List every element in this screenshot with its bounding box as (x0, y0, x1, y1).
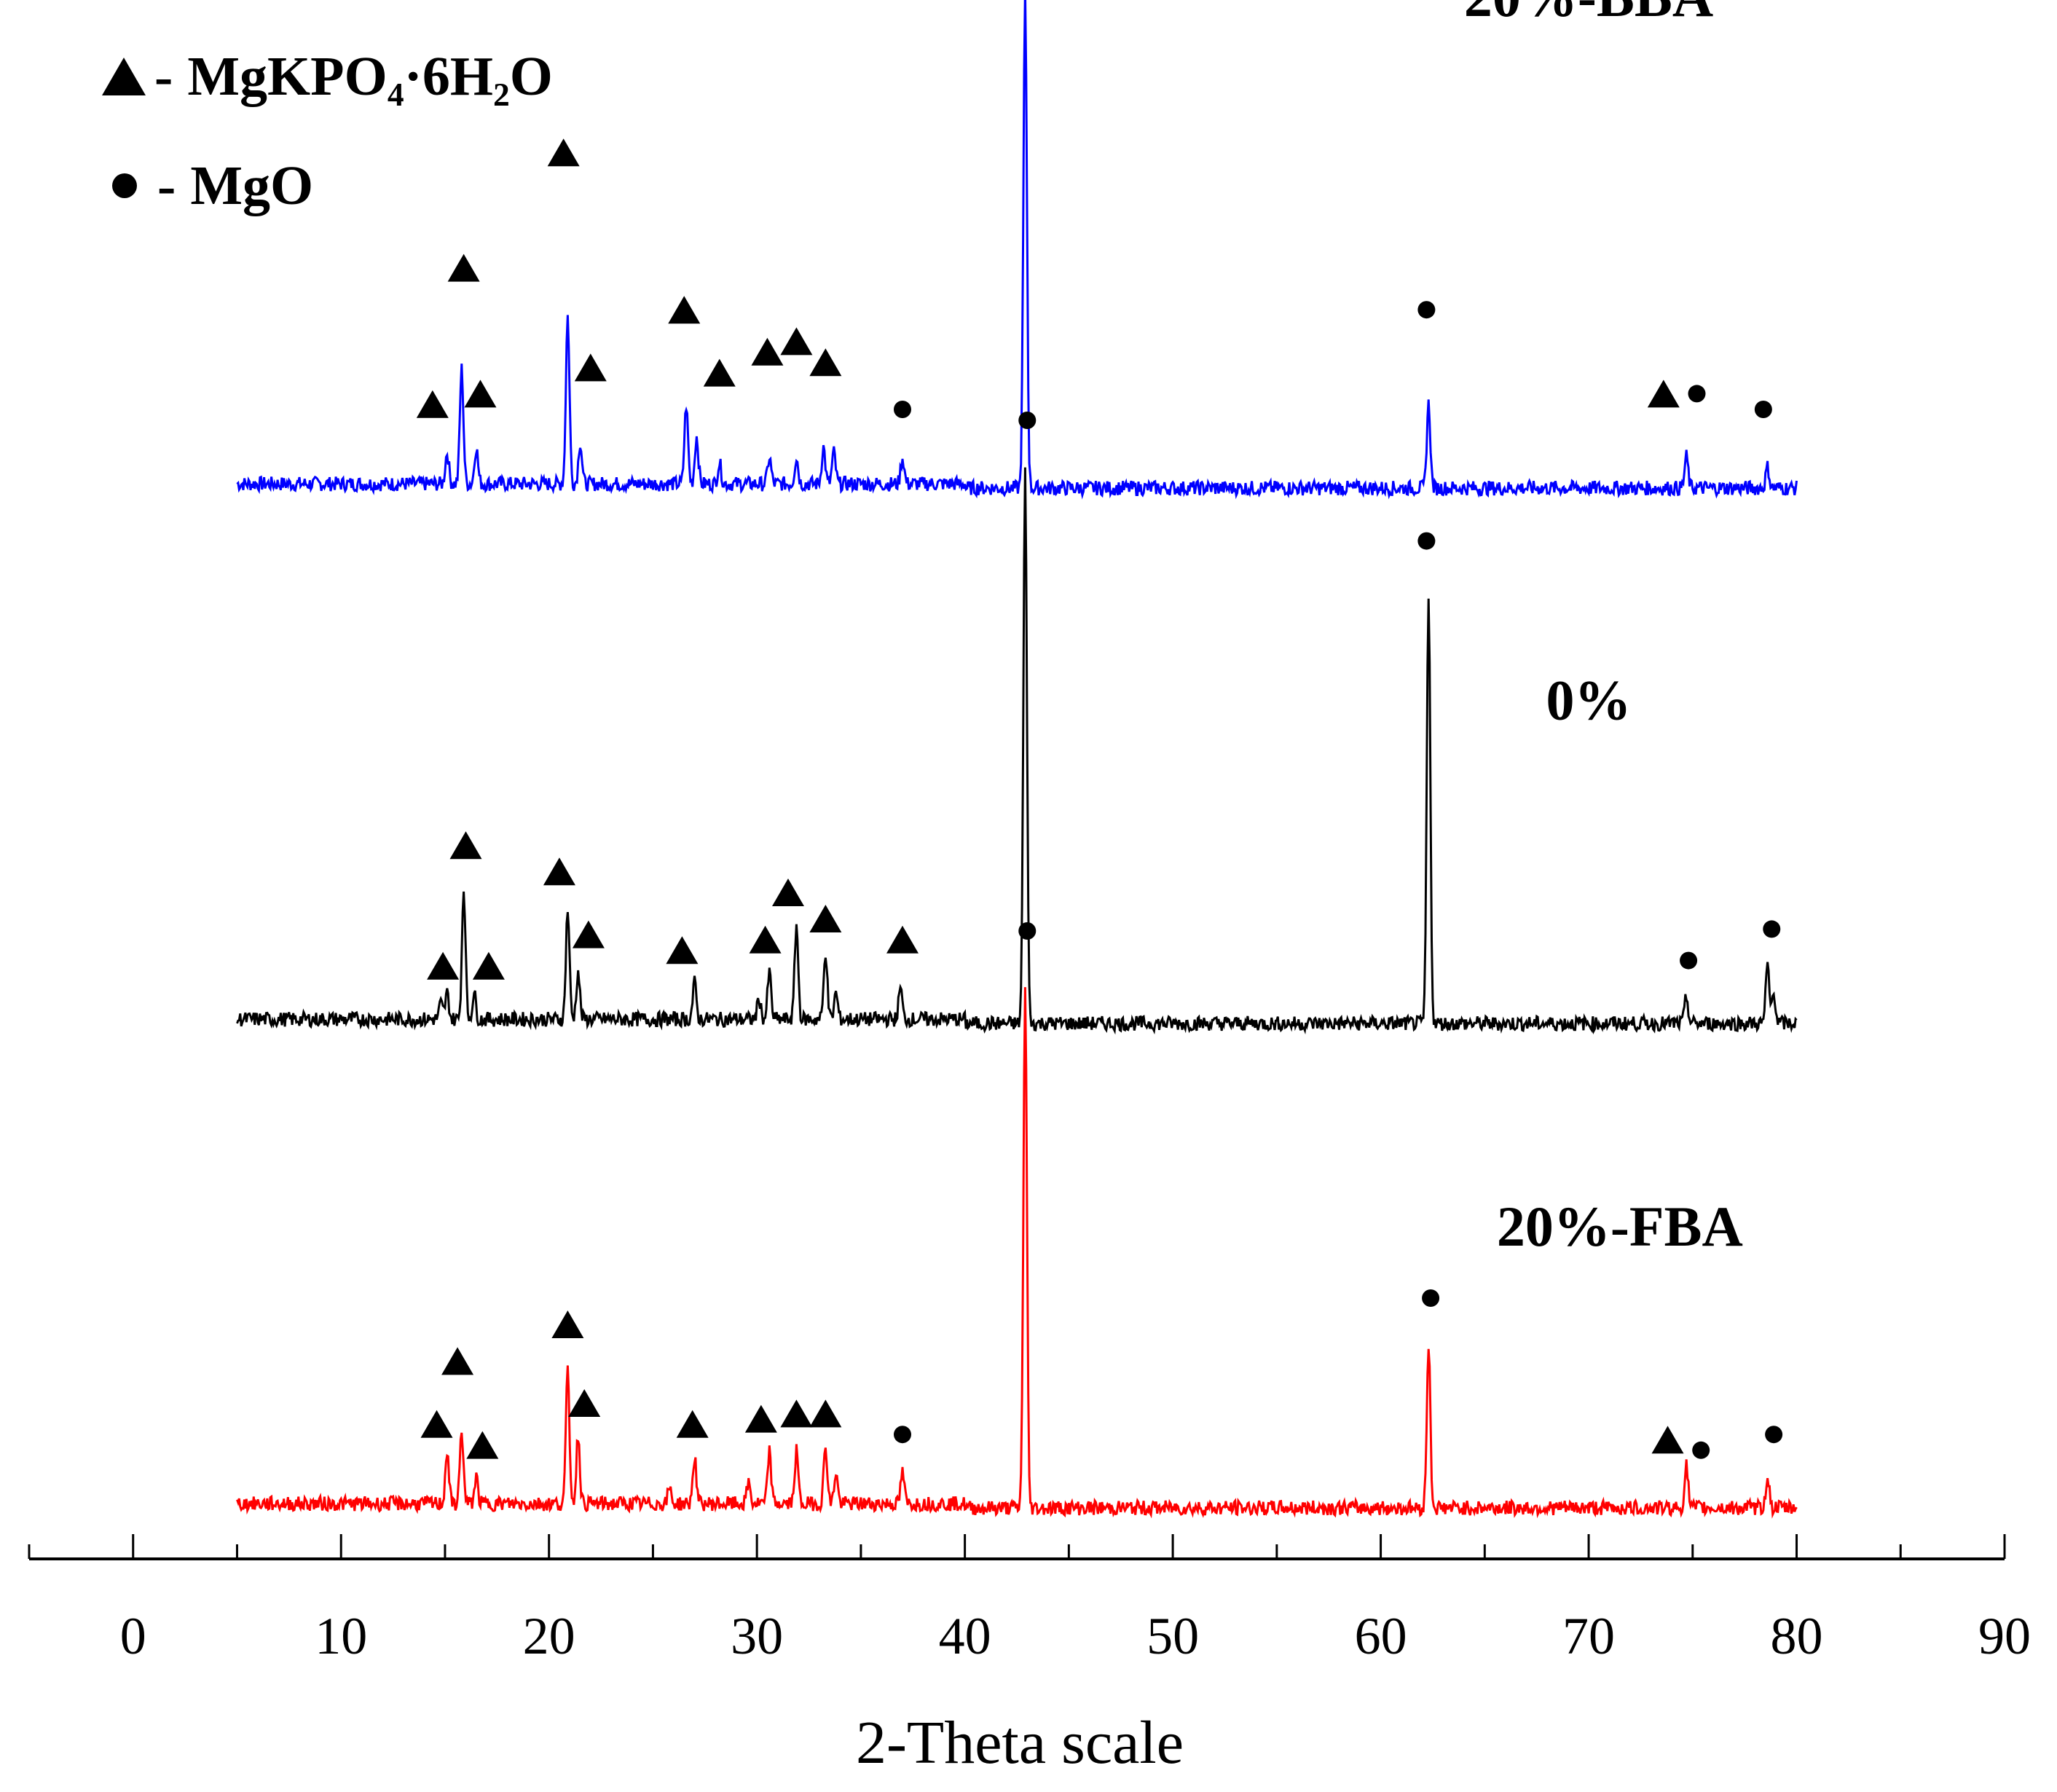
mgkpo4-marker (472, 951, 505, 980)
x-tick-label: 70 (1562, 1607, 1615, 1665)
legend-label-mgkpo4: MgKPO₄·6H₂O (187, 45, 553, 107)
triangle-icon (102, 58, 146, 95)
mgkpo4-marker (447, 254, 480, 282)
mgkpo4-marker (744, 1404, 777, 1433)
x-axis: 0 10 20 30 40 50 60 70 80 90 (28, 1534, 2031, 1665)
mgo-marker (1765, 1426, 1783, 1444)
mgkpo4-marker (780, 327, 813, 355)
mgo-marker (1018, 412, 1037, 429)
mgkpo4-marker (751, 337, 784, 366)
series-line-20-bba (236, 0, 1798, 500)
x-tick-label: 0 (120, 1607, 146, 1665)
mgkpo4-marker (1647, 380, 1680, 408)
mgo-marker (1422, 1289, 1440, 1307)
x-tick-label: 50 (1147, 1607, 1199, 1665)
mgkpo4-marker (809, 1399, 842, 1428)
mgkpo4-marker (568, 1389, 601, 1417)
series-label: 20%-FBA (1497, 1195, 1743, 1258)
legend-dash: - (154, 45, 173, 107)
mgkpo4-marker (547, 138, 580, 167)
mgkpo4-marker (771, 879, 804, 906)
mgo-marker (1688, 385, 1706, 403)
mgkpo4-marker (780, 1399, 813, 1428)
mgkpo4-marker (420, 1410, 453, 1438)
mgkpo4-marker (441, 1347, 474, 1375)
mgkpo4-marker (572, 920, 605, 948)
mgo-marker (1763, 920, 1781, 938)
mgkpo4-marker (543, 857, 575, 886)
mgo-marker (1417, 301, 1436, 319)
legend-label-mgo: MgO (190, 154, 314, 216)
mgkpo4-marker (703, 358, 736, 387)
legend-item-mgkpo4: - MgKPO₄·6H₂O (102, 22, 553, 131)
mgo-marker (893, 1426, 911, 1444)
legend-item-mgo: - MgO (102, 131, 553, 240)
x-tick-label: 30 (731, 1607, 783, 1665)
legend-dash: - (157, 154, 176, 216)
mgkpo4-marker (574, 353, 607, 382)
mgkpo4-marker (466, 1431, 499, 1459)
mgo-marker (893, 401, 911, 418)
mgkpo4-marker (749, 925, 782, 954)
series-layer: 20%-BBA 0% 20%-FBA (236, 0, 1798, 1519)
x-tick-label: 60 (1355, 1607, 1407, 1665)
mgkpo4-marker (668, 296, 701, 324)
x-tick-label: 10 (315, 1607, 367, 1665)
marker-layer (416, 138, 1783, 1459)
x-axis-title: 2-Theta scale (856, 1709, 1184, 1777)
mgkpo4-marker (809, 905, 842, 932)
circle-icon (112, 173, 137, 198)
series-line-0- (236, 467, 1798, 1035)
series-line-20-fba (236, 987, 1798, 1519)
x-tick-label: 20 (523, 1607, 575, 1665)
mgo-marker (1417, 532, 1436, 550)
series-label: 20%-BBA (1464, 0, 1713, 28)
mgkpo4-marker (464, 380, 497, 408)
mgkpo4-marker (416, 390, 449, 418)
mgo-marker (1692, 1441, 1710, 1459)
mgkpo4-marker (886, 925, 919, 954)
mgkpo4-marker (427, 951, 460, 980)
x-tick-label: 90 (1978, 1607, 2031, 1665)
legend: - MgKPO₄·6H₂O - MgO (102, 22, 553, 240)
mgo-marker (1680, 951, 1698, 970)
series-label: 0% (1546, 668, 1632, 731)
mgo-marker (1018, 922, 1037, 940)
mgkpo4-marker (551, 1310, 584, 1338)
mgkpo4-marker (809, 348, 842, 377)
mgo-marker (1754, 401, 1772, 418)
mgkpo4-marker (449, 831, 482, 860)
x-tick-label: 80 (1771, 1607, 1823, 1665)
mgkpo4-marker (676, 1410, 709, 1438)
mgkpo4-marker (666, 936, 699, 964)
x-tick-label: 40 (939, 1607, 991, 1665)
mgkpo4-marker (1651, 1426, 1684, 1454)
